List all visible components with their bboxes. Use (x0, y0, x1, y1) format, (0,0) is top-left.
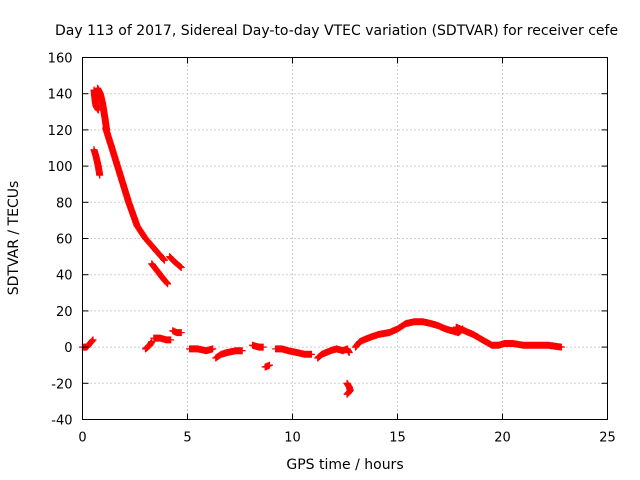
y-tick-label: 20 (56, 305, 73, 320)
data-point-marks (343, 379, 354, 398)
data-point-marks (148, 260, 172, 288)
data-point-marks (261, 361, 273, 371)
data-segment (102, 124, 168, 264)
grid-layer (82, 57, 608, 420)
x-tick-label: 10 (284, 431, 301, 446)
data-point-marks (79, 336, 97, 351)
data-point-marks (186, 345, 217, 355)
data-point-marks (352, 318, 467, 351)
y-tick-label: 0 (64, 341, 72, 356)
data-point-marks (314, 345, 353, 362)
data-segment (186, 345, 217, 355)
data-point-marks (452, 323, 565, 351)
data-segment (148, 260, 172, 288)
data-segment (79, 336, 97, 351)
data-segment (90, 86, 102, 114)
data-segment (272, 345, 315, 358)
y-axis-title: SDTVAR / TECUs (6, 181, 22, 296)
data-segment (150, 334, 175, 344)
y-tick-label: 140 (48, 88, 73, 103)
data-segment (212, 347, 246, 362)
x-tick-label: 20 (494, 431, 511, 446)
data-point-marks (166, 253, 185, 271)
data-point-marks (272, 345, 315, 358)
y-tick-label: -20 (51, 377, 72, 392)
y-tick-label: 100 (48, 160, 73, 175)
data-point-marks (90, 86, 102, 114)
x-tick-label: 25 (599, 431, 616, 446)
data-segment (142, 338, 156, 353)
data-segment (452, 323, 565, 351)
x-tick-label: 0 (78, 431, 86, 446)
data-point-marks (142, 338, 156, 353)
y-tick-label: -40 (51, 414, 72, 429)
data-layer (79, 84, 565, 398)
data-segment (352, 318, 467, 351)
x-axis-title: GPS time / hours (286, 457, 403, 473)
data-point-marks (90, 146, 104, 179)
data-segment (249, 341, 267, 351)
y-tick-label: 80 (56, 196, 73, 211)
data-point-marks (102, 124, 168, 264)
x-tick-label: 5 (183, 431, 191, 446)
data-segment (169, 327, 185, 337)
data-segment (261, 361, 273, 371)
y-tick-label: 120 (48, 124, 73, 139)
plot-frame (82, 57, 608, 420)
data-segment (343, 379, 354, 398)
data-point-marks (249, 341, 267, 351)
data-point-marks (169, 327, 185, 337)
y-tick-label: 160 (48, 52, 73, 67)
x-tick-label: 15 (389, 431, 406, 446)
data-segment (314, 345, 353, 362)
data-segment (90, 146, 104, 179)
y-tick-label: 40 (56, 269, 73, 284)
data-segment (166, 253, 185, 271)
data-point-marks (212, 347, 246, 362)
y-tick-label: 60 (56, 233, 73, 248)
data-point-marks (150, 334, 175, 344)
tick-layer: 0 5 10 15 20 25 -40 -20 0 20 40 60 80 100 120 140 160 (48, 52, 616, 446)
chart-title: Day 113 of 2017, Sidereal Day-to-day VTE… (55, 23, 618, 39)
